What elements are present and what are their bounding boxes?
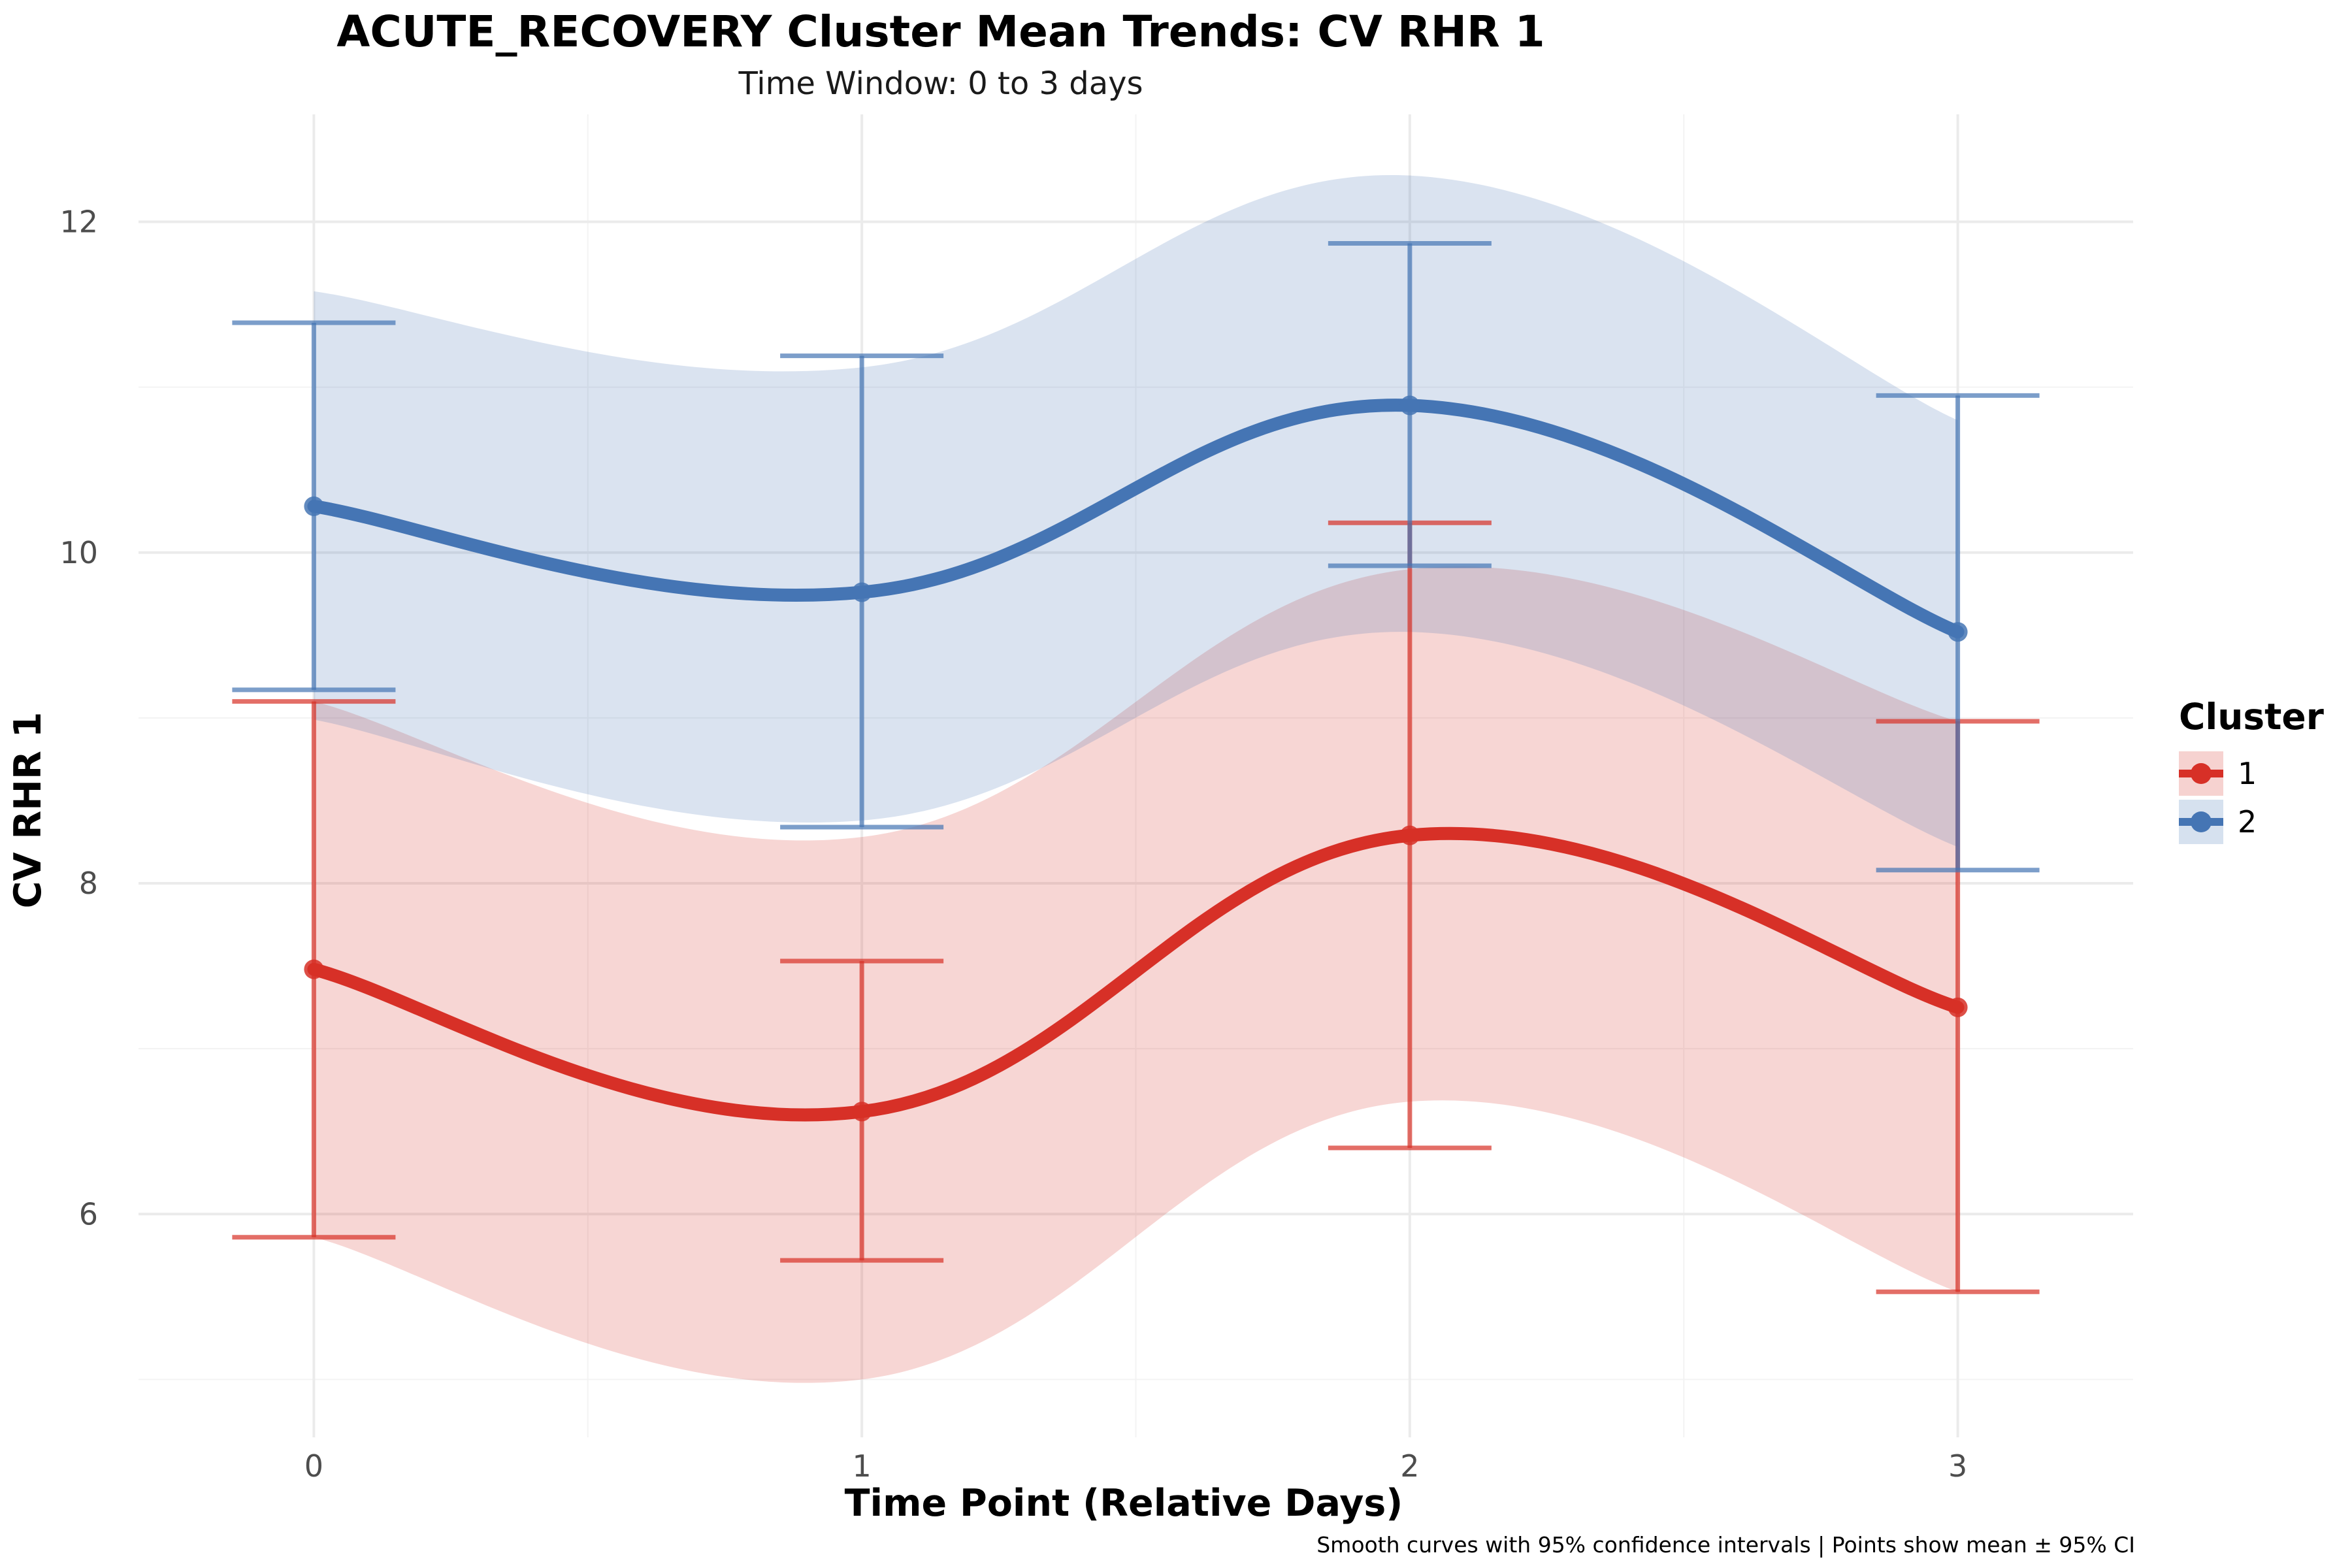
legend-key-2 <box>2179 800 2223 844</box>
y-tick-labels: 6 8 10 12 <box>59 204 98 1232</box>
x-tick-label: 0 <box>304 1448 323 1484</box>
x-tick-label: 2 <box>1400 1448 1419 1484</box>
mean-point-1 <box>1948 997 1968 1017</box>
legend-item-1: 1 <box>2179 749 2324 798</box>
mean-point-2 <box>1948 622 1968 642</box>
chart-subtitle: Time Window: 0 to 3 days <box>738 65 1143 102</box>
mean-point-2 <box>852 582 872 602</box>
trend-line-2 <box>307 399 1965 639</box>
y-tick-label: 10 <box>59 535 98 570</box>
x-tick-labels: 0 1 2 3 <box>304 1448 1967 1484</box>
y-tick-label: 6 <box>79 1196 98 1232</box>
legend-dot-2 <box>2191 811 2212 832</box>
confidence-bands <box>314 174 1958 1383</box>
confidence-band-2 <box>314 174 1958 847</box>
mean-points <box>304 395 1968 1122</box>
x-tick-label: 1 <box>852 1448 871 1484</box>
trend-line-1 <box>307 826 1965 1122</box>
trend-lines <box>307 399 1965 1122</box>
y-axis-label: CV RHR 1 <box>7 712 50 909</box>
chart-caption: Smooth curves with 95% confidence interv… <box>1316 1532 2135 1558</box>
mean-point-1 <box>1399 825 1420 845</box>
legend-label-1: 1 <box>2238 756 2257 791</box>
legend-key-1 <box>2179 751 2223 796</box>
y-tick-label: 8 <box>79 866 98 901</box>
x-axis-label: Time Point (Relative Days) <box>845 1482 1403 1525</box>
x-tick-label: 3 <box>1948 1448 1967 1484</box>
legend: Cluster 1 2 <box>2179 696 2324 846</box>
mean-point-1 <box>304 959 324 979</box>
legend-dot-1 <box>2191 763 2212 784</box>
chart-title: ACUTE_RECOVERY Cluster Mean Trends: CV R… <box>336 7 1545 57</box>
mean-point-1 <box>852 1102 872 1122</box>
y-tick-label: 12 <box>59 204 98 240</box>
legend-title: Cluster <box>2179 696 2324 738</box>
legend-item-2: 2 <box>2179 798 2324 846</box>
mean-point-2 <box>304 496 324 516</box>
legend-label-2: 2 <box>2238 804 2257 840</box>
mean-point-2 <box>1399 395 1420 416</box>
